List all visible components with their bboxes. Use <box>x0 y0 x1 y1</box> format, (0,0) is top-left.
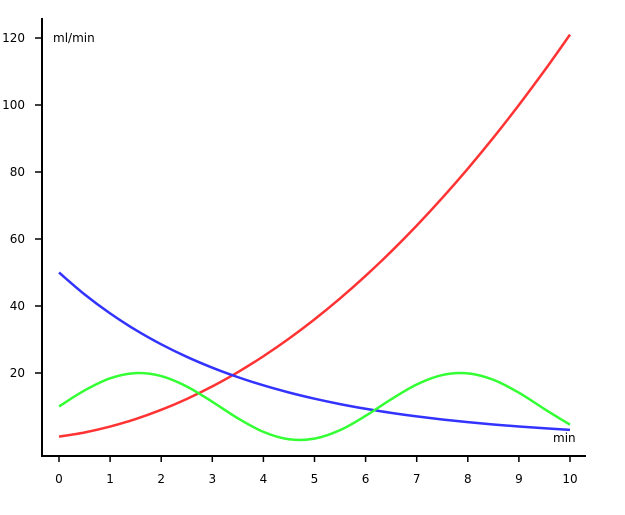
x-tick-label: 7 <box>413 472 421 486</box>
y-tick-label: 80 <box>10 165 25 179</box>
y-tick-label: 60 <box>10 232 25 246</box>
x-tick-label: 10 <box>562 472 577 486</box>
x-tick-label: 1 <box>106 472 114 486</box>
x-tick-label: 9 <box>515 472 523 486</box>
y-axis-label: ml/min <box>53 31 95 45</box>
series-line-blue <box>58 271 571 432</box>
x-tick-label: 6 <box>362 472 370 486</box>
y-tick-label: 100 <box>2 98 25 112</box>
x-tick-label: 8 <box>464 472 472 486</box>
x-tick-label: 2 <box>157 472 165 486</box>
x-tick-label: 0 <box>55 472 63 486</box>
y-tick-label: 120 <box>2 31 25 45</box>
x-tick-label: 3 <box>208 472 216 486</box>
y-tick-label: 40 <box>10 299 25 313</box>
x-tick-label: 5 <box>311 472 319 486</box>
y-tick-label: 20 <box>10 366 25 380</box>
series-line-green <box>58 371 571 442</box>
x-axis-label: min <box>553 431 576 445</box>
series-line-red <box>58 33 572 438</box>
x-tick-label: 4 <box>260 472 268 486</box>
